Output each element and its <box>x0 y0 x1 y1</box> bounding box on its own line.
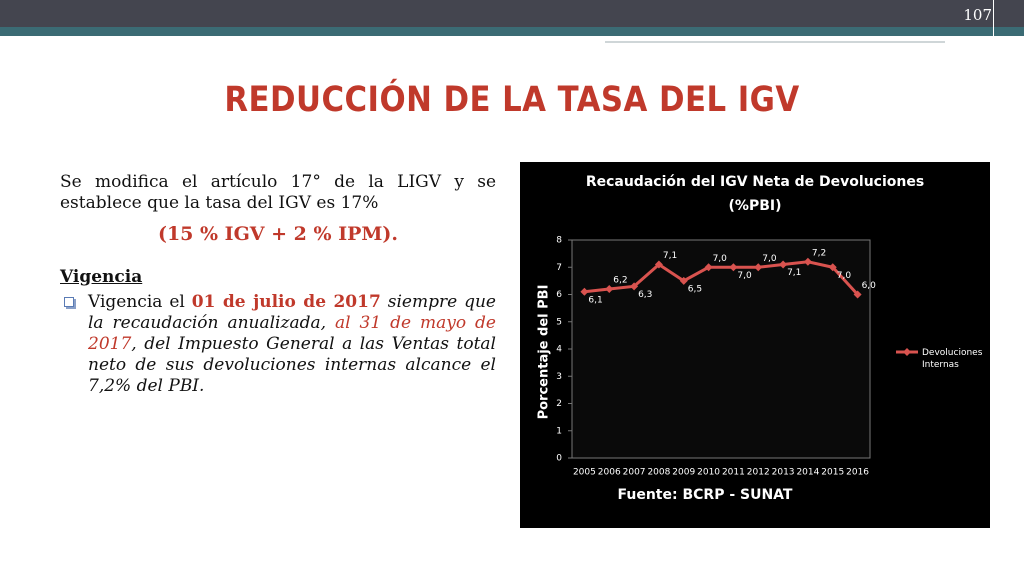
x-tick-label: 2012 <box>747 468 770 478</box>
value-label: 7,0 <box>762 254 777 264</box>
point <box>704 263 713 272</box>
y-tick-label: 2 <box>556 399 562 409</box>
bullet-date: al 31 de mayo de 2017 <box>88 313 496 354</box>
x-tick-label: 2015 <box>821 468 844 478</box>
y-tick-label: 7 <box>556 263 562 273</box>
point <box>654 260 663 269</box>
x-tick-label: 2007 <box>623 468 646 478</box>
point <box>630 282 639 291</box>
x-tick-label: 2016 <box>846 468 869 478</box>
legend-marker <box>903 348 911 356</box>
x-tick-label: 2009 <box>672 468 695 478</box>
x-tick-label: 2006 <box>598 468 621 478</box>
y-tick-label: 4 <box>556 345 562 355</box>
paragraph: Se modifica el artículo 17° de la LIGV y… <box>60 172 496 213</box>
bullet-text: Vigencia el <box>88 292 192 312</box>
accent-line <box>605 41 945 43</box>
value-label: 7,0 <box>837 271 852 281</box>
top-bar <box>0 0 1024 27</box>
value-label: 7,1 <box>787 268 801 278</box>
value-label: 7,0 <box>713 254 728 264</box>
value-label: 6,2 <box>613 276 627 286</box>
value-label: 6,5 <box>688 284 702 294</box>
x-tick-label: 2011 <box>722 468 745 478</box>
bullet: Vigencia el 01 de julio de 2017 siempre … <box>60 292 496 397</box>
x-tick-label: 2013 <box>772 468 795 478</box>
y-axis-label: Porcentaje del PBI <box>537 285 552 420</box>
page-number: 107 <box>963 6 992 24</box>
bullet-icon <box>64 297 74 307</box>
point <box>828 263 837 272</box>
point <box>679 276 688 285</box>
value-label: 7,1 <box>663 251 677 261</box>
chart-title: Recaudación del IGV Neta de Devoluciones… <box>585 174 925 214</box>
value-label: 6,0 <box>862 281 877 291</box>
accent-band <box>0 27 1024 36</box>
value-label: 6,1 <box>588 295 602 305</box>
value-label: 7,0 <box>737 271 752 281</box>
value-label: 7,2 <box>812 248 826 258</box>
point <box>754 263 763 272</box>
chart-title-box: Recaudación del IGV Neta de Devoluciones… <box>585 174 925 214</box>
x-tick-label: 2008 <box>647 468 670 478</box>
heading: Vigencia <box>60 267 143 287</box>
legend-label: Devoluciones Internas <box>922 348 983 370</box>
x-tick-label: 2014 <box>796 468 819 478</box>
point <box>803 257 812 266</box>
plot-area <box>571 239 871 459</box>
point <box>853 290 862 299</box>
x-axis-label: Fuente: BCRP - SUNAT <box>618 487 793 503</box>
point <box>779 260 788 269</box>
bullet-text: , del Impuesto General a las Ventas tota… <box>88 334 496 396</box>
x-tick-label: 2010 <box>697 468 720 478</box>
point <box>729 263 738 272</box>
y-tick-label: 5 <box>556 317 562 327</box>
y-tick-label: 6 <box>556 290 562 300</box>
y-tick-label: 1 <box>556 426 562 436</box>
y-tick-label: 8 <box>556 236 562 246</box>
x-tick-label: 2005 <box>573 468 596 478</box>
line <box>584 260 859 296</box>
slide-title: REDUCCIÓN DE LA TASA DEL IGV <box>224 80 800 120</box>
point <box>580 287 589 296</box>
highlight: (15 % IGV + 2 % IPM). <box>157 223 399 245</box>
bullet-text: siempre que la recaudación anualizada, <box>88 292 496 333</box>
bullet-date: 01 de julio de 2017 <box>191 292 381 312</box>
point <box>605 285 614 294</box>
divider <box>993 0 994 50</box>
y-tick-label: 0 <box>556 454 562 464</box>
body: Se modifica el artículo 17° de la LIGV y… <box>60 172 496 397</box>
value-label: 6,3 <box>638 290 652 300</box>
y-tick-label: 3 <box>556 372 562 382</box>
chart: Recaudación del IGV Neta de Devoluciones… <box>520 162 990 528</box>
